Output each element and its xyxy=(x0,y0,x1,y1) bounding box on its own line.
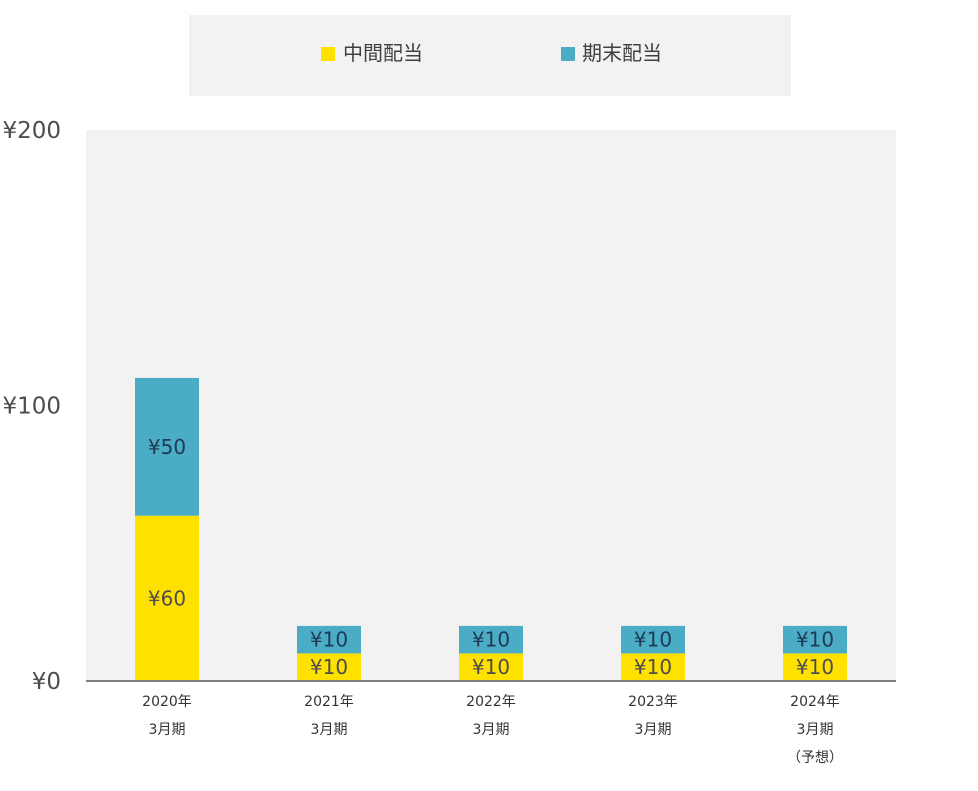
y-tick-label-200: ¥200 xyxy=(2,118,61,144)
bar-final-5 xyxy=(783,625,847,654)
data-label-interim-5: ¥10 xyxy=(796,655,834,679)
data-label-final-3: ¥10 xyxy=(472,628,510,652)
legend-swatch-2 xyxy=(561,47,575,61)
x-tick-label-4-line-1: 2023年 xyxy=(628,694,678,710)
x-tick-label-3-line-2: 3月期 xyxy=(473,722,510,738)
x-tick-label-3-line-1: 2022年 xyxy=(466,694,516,710)
x-tick-label-1-line-2: 3月期 xyxy=(149,722,186,738)
y-tick-label-100: ¥100 xyxy=(2,394,61,420)
x-tick-label-5-line-1: 2024年 xyxy=(790,694,840,710)
data-label-final-2: ¥10 xyxy=(310,628,348,652)
x-tick-label-2-line-2: 3月期 xyxy=(311,722,348,738)
bar-final-1 xyxy=(135,377,199,516)
x-axis: 2020年 3月期 2021年 3月期 2022年 3月期 2023年 3月期 2024年 3月期… xyxy=(142,694,843,766)
data-label-interim-3: ¥10 xyxy=(472,655,510,679)
data-labels-group: ¥60 ¥50 ¥10 ¥10 ¥10 ¥10 ¥10 ¥10 ¥10 ¥10 xyxy=(148,435,834,679)
x-tick-label-4-line-2: 3月期 xyxy=(635,722,672,738)
plot-area xyxy=(86,130,896,681)
y-axis: ¥0 ¥100 ¥200 xyxy=(2,118,61,695)
x-tick-label-5-line-2: 3月期 xyxy=(797,722,834,738)
bars-group xyxy=(135,377,847,681)
bar-final-2 xyxy=(297,625,361,654)
data-label-final-5: ¥10 xyxy=(796,628,834,652)
data-label-interim-2: ¥10 xyxy=(310,655,348,679)
bar-final-3 xyxy=(459,625,523,654)
data-label-final-1: ¥50 xyxy=(148,435,186,459)
bar-interim-2 xyxy=(297,653,361,681)
bar-interim-3 xyxy=(459,653,523,681)
legend-swatch-1 xyxy=(321,47,335,61)
x-tick-label-5-line-3: （予想） xyxy=(787,750,843,766)
legend-label-2: 期末配当 xyxy=(582,41,662,65)
data-label-final-4: ¥10 xyxy=(634,628,672,652)
x-tick-label-2-line-1: 2021年 xyxy=(304,694,354,710)
data-label-interim-4: ¥10 xyxy=(634,655,672,679)
bar-final-4 xyxy=(621,625,685,654)
x-tick-label-1-line-1: 2020年 xyxy=(142,694,192,710)
bar-interim-4 xyxy=(621,653,685,681)
y-tick-label-0: ¥0 xyxy=(32,669,61,695)
legend-box xyxy=(189,15,791,96)
data-label-interim-1: ¥60 xyxy=(148,586,186,610)
legend: 中間配当 期末配当 xyxy=(321,41,662,65)
bar-interim-5 xyxy=(783,653,847,681)
bar-interim-1 xyxy=(135,515,199,681)
legend-label-1: 中間配当 xyxy=(343,41,423,65)
